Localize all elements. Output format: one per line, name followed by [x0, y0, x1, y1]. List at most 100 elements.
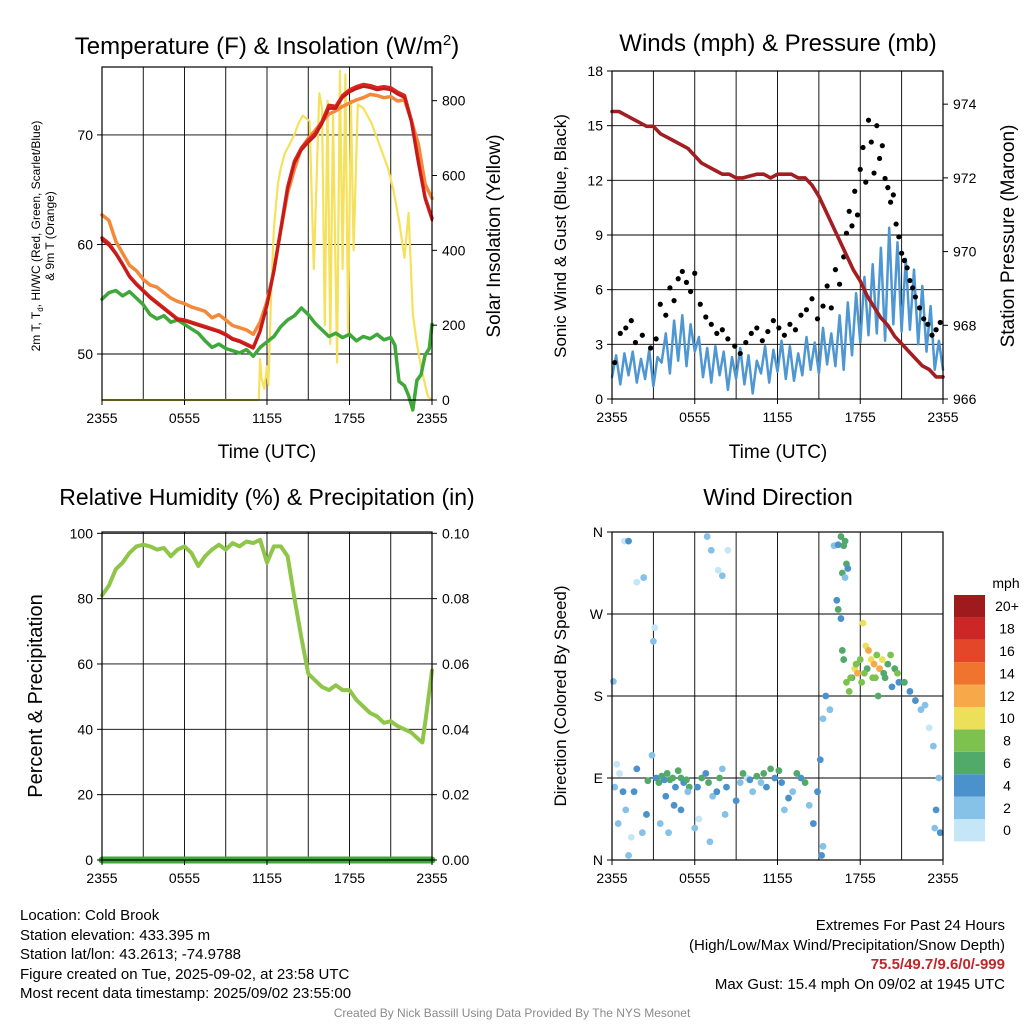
humidity-precip-panel: 2355 0555 1155 1755 2355 0 20 40 60 80 100 0.00 0.02…	[25, 484, 475, 886]
x-tick-label-1: 0555	[169, 410, 200, 426]
direction-point	[921, 701, 929, 709]
gust-point	[639, 332, 645, 338]
y-right-tick-label-2: 400	[442, 242, 466, 258]
gust-point	[882, 175, 888, 182]
gust-point	[843, 230, 850, 236]
direction-point	[838, 647, 846, 654]
direction-point	[841, 537, 849, 545]
y-left-tick-label-1: 20	[77, 787, 93, 803]
direction-point	[834, 541, 842, 549]
gust-point	[828, 305, 834, 311]
direction-point	[644, 777, 652, 785]
colorbar-label: mph	[992, 575, 1019, 591]
x-tick-label-1: 0555	[679, 409, 710, 425]
gust-point	[929, 332, 935, 338]
y-left-tick-label-5: 100	[70, 525, 94, 541]
colorbar-swatch-3	[954, 751, 985, 775]
direction-point	[844, 565, 852, 572]
direction-point	[695, 815, 703, 823]
y-right-tick-label-0: 966	[953, 391, 977, 407]
x-tick-label-1: 0555	[679, 870, 710, 886]
colorbar-swatch-8	[954, 639, 985, 663]
direction-point	[713, 788, 721, 796]
gust-point	[846, 208, 852, 214]
pressure-y-axis-label: Station Pressure (Maroon)	[998, 125, 1019, 348]
gust-point	[781, 332, 787, 338]
direction-point	[622, 806, 630, 814]
wind-line	[610, 226, 945, 395]
gust-point	[632, 339, 639, 346]
direction-point	[627, 833, 635, 841]
wind-direction-panel: 2355 0555 1155 1755 2355 N E S W N Wind Direction…	[551, 484, 1020, 886]
direction-point	[888, 683, 896, 691]
x-tick-label-3: 1755	[845, 409, 876, 425]
colorbar-level-14: 14	[999, 665, 1015, 681]
direction-point	[785, 794, 792, 802]
latlon-text: Station lat/lon: 43.2613; -74.9788	[20, 946, 242, 963]
y-left-tick-label-1: E	[594, 770, 603, 786]
direction-point	[847, 674, 854, 682]
colorbar-level-8: 8	[1003, 733, 1011, 749]
direction-point	[874, 692, 882, 700]
colorbar-level-18: 18	[999, 621, 1015, 637]
y-right-tick-label-1: 0.02	[442, 787, 469, 803]
y-left-tick-label-2: 6	[595, 282, 603, 298]
heat_index-line	[100, 85, 434, 350]
direction-point	[670, 801, 678, 809]
y-right-tick-label-3: 972	[953, 170, 977, 186]
direction-point	[655, 779, 663, 786]
direction-point	[858, 678, 866, 686]
direction-point	[723, 783, 730, 791]
temperature-grid	[102, 67, 432, 400]
direction-point	[876, 665, 883, 673]
x-tick-label-3: 1755	[334, 870, 365, 886]
direction-point	[873, 651, 881, 659]
x-tick-label-4: 2355	[927, 409, 958, 425]
colorbar-swatch-4	[954, 729, 985, 752]
gust-point	[679, 268, 685, 275]
y-left-tick-label-5: 15	[587, 118, 603, 134]
gust-point	[623, 325, 629, 331]
x-tick-label-2: 1155	[252, 410, 282, 426]
x-tick-label-0: 2355	[596, 409, 627, 425]
direction-point	[662, 792, 670, 800]
temperature-insolation-panel: 2355 0555 1155 1755 23555060700200400600800 …	[29, 32, 505, 463]
gust-point	[737, 350, 743, 357]
direction-point	[625, 537, 632, 545]
gust-point	[759, 338, 765, 344]
direction-point	[656, 820, 664, 827]
gust-point	[852, 188, 858, 194]
gust-point	[899, 250, 905, 256]
y-right-tick-label-0: 0.00	[442, 852, 469, 868]
speed-colorbar: 0 2 4 6 8 10 12 14 16 18 20+	[954, 595, 1019, 842]
temperature-y-axis-label-line2: & 9m T (Orange)	[43, 191, 57, 281]
direction-point	[822, 692, 830, 700]
gust-point	[719, 327, 725, 333]
humidity-grid	[102, 532, 432, 860]
direction-point	[691, 824, 699, 832]
direction-point	[881, 674, 889, 682]
direction-point	[706, 838, 714, 846]
gust-point	[896, 234, 902, 240]
gust-point	[671, 298, 677, 304]
extremes-legend: (High/Low/Max Wind/Precipitation/Snow De…	[689, 936, 1005, 954]
direction-point	[669, 774, 677, 782]
humidity-tick-labels: 2355 0555 1155 1755 2355 0 20 40 60 80 100 0.00 0.02…	[70, 525, 470, 886]
direction-point	[633, 578, 641, 586]
y-right-tick-label-4: 0.08	[442, 591, 469, 607]
x-tick-label-2: 1155	[762, 870, 792, 886]
x-tick-label-3: 1755	[845, 870, 876, 886]
x-tick-label-4: 2355	[927, 870, 958, 886]
colorbar-level-0: 0	[1003, 822, 1011, 838]
gust-point	[865, 117, 872, 123]
y-left-tick-label-1: 60	[77, 236, 93, 252]
gust-point	[893, 221, 899, 227]
gust-point	[890, 192, 896, 198]
x-tick-label-0: 2355	[86, 870, 117, 886]
location-text: Location: Cold Brook	[20, 907, 160, 924]
direction-point	[872, 674, 879, 682]
direction-point	[935, 774, 943, 782]
wind-y-axis-label: Sonic Wind & Gust (Blue, Black)	[551, 114, 570, 358]
direction-point	[767, 765, 775, 773]
direction-point	[852, 660, 860, 668]
